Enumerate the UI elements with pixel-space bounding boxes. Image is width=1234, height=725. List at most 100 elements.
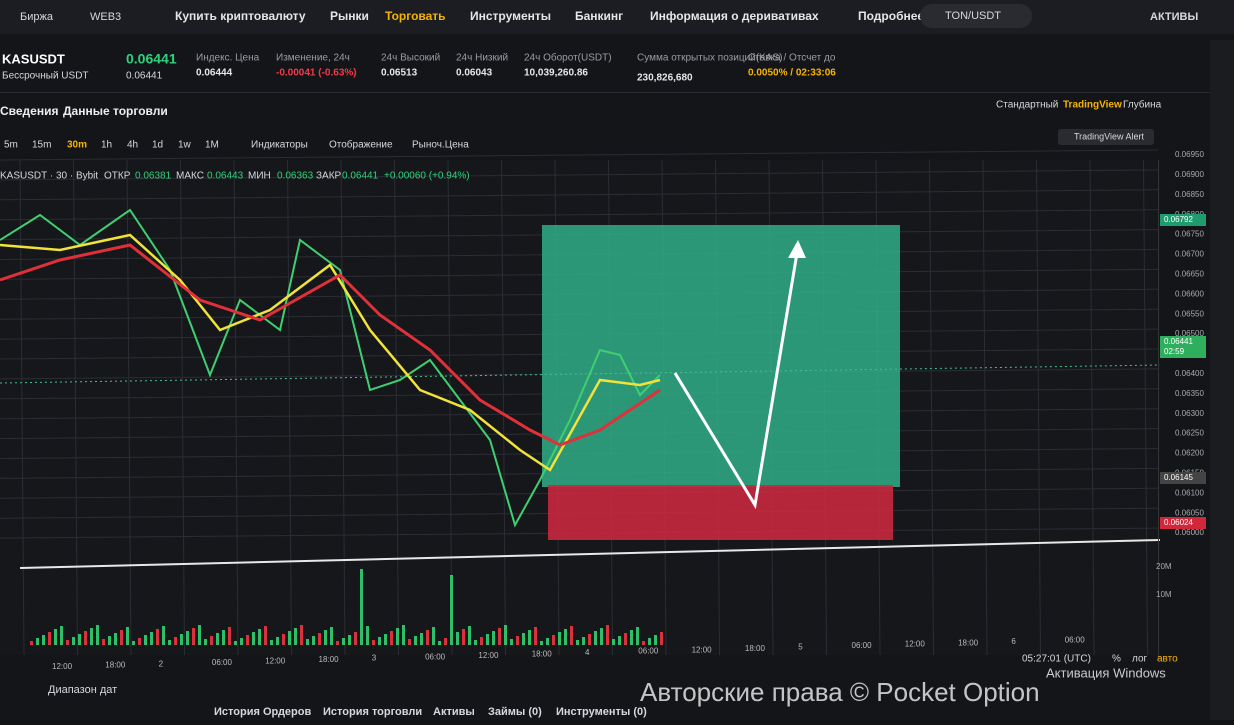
volume-bar	[384, 634, 387, 645]
toolbar-item[interactable]: Отображение	[329, 139, 393, 151]
bottom-tab[interactable]: Активы	[433, 706, 475, 718]
price-tag-text: 0.06145	[1164, 473, 1193, 482]
footer-control[interactable]: %	[1112, 654, 1121, 665]
volume-bar	[174, 637, 177, 645]
volume-bar	[486, 634, 489, 645]
ohlc-item: МИН	[248, 171, 271, 182]
alert-text[interactable]: TradingView Alert	[1074, 131, 1145, 141]
volume-bar	[114, 633, 117, 645]
stat-value: 0.06444	[196, 68, 233, 79]
grid-line	[1089, 159, 1095, 656]
time-tick: 06:00	[212, 658, 233, 667]
menu-item[interactable]: Подробнее	[858, 9, 924, 23]
toolbar-item[interactable]: 4h	[127, 140, 138, 151]
volume-bar	[564, 629, 567, 645]
volume-bar	[30, 641, 33, 645]
volume-bar	[612, 639, 615, 645]
volume-bar	[438, 641, 441, 645]
alert-button[interactable]	[1058, 129, 1154, 145]
nav-tab[interactable]: WEB3	[90, 11, 121, 23]
toolbar-item[interactable]: 1w	[178, 140, 192, 151]
menu-item[interactable]: Инструменты	[470, 9, 551, 23]
volume-bar	[48, 632, 51, 645]
time-tick: 12:00	[692, 645, 713, 654]
footer-control[interactable]: авто	[1157, 654, 1178, 665]
search-box[interactable]	[920, 4, 1032, 28]
volume-bar	[36, 638, 39, 645]
volume-bar	[264, 626, 267, 645]
bottom-tab[interactable]: История Ордеров	[214, 706, 311, 718]
grid-line	[1143, 159, 1148, 656]
volume-bar	[426, 630, 429, 645]
panel-tab[interactable]: Сведения	[0, 104, 58, 118]
price-tick: 0.06850	[1175, 190, 1204, 199]
stat-value: 230,826,680	[637, 73, 693, 84]
menu-item[interactable]: Рынки	[330, 9, 369, 23]
assets-link[interactable]: АКТИВЫ	[1150, 11, 1199, 23]
menu-item[interactable]: Информация о деривативах	[650, 9, 819, 23]
view-tab[interactable]: TradingView	[1063, 100, 1122, 111]
ohlc-item: ОТКР	[104, 171, 131, 182]
volume-bar	[66, 640, 69, 645]
grid-line	[447, 159, 453, 656]
volume-bar	[150, 632, 153, 645]
bottom-tab[interactable]: История торговли	[323, 706, 422, 718]
toolbar-item[interactable]: Рыноч.Цена	[412, 140, 469, 151]
watermark: Авторские права © Pocket Option	[640, 677, 1040, 707]
price-tick: 0.06900	[1175, 170, 1204, 179]
bottom-tab[interactable]: Займы (0)	[488, 706, 542, 718]
grid-line	[340, 159, 346, 656]
price-tick: 0.06200	[1175, 449, 1204, 458]
price-tick: 0.06950	[1175, 150, 1204, 159]
volume-bar	[540, 641, 543, 645]
bottom-tab[interactable]: Инструменты (0)	[556, 706, 647, 718]
price-tag-text: 0.06024	[1164, 518, 1193, 527]
price-tick: 0.06750	[1175, 230, 1204, 239]
arrow-head	[788, 240, 806, 258]
stat-label: 24ч Оборот(USDT)	[524, 52, 612, 64]
menu-item[interactable]: Купить криптовалюту	[175, 9, 306, 23]
grid-line	[287, 159, 292, 656]
volume-bar	[546, 638, 549, 645]
time-tick: 18:00	[105, 661, 126, 670]
toolbar-item[interactable]: 5m	[4, 140, 18, 151]
search-text[interactable]: TON/USDT	[945, 10, 1001, 22]
date-range[interactable]: Диапазон дат	[48, 684, 117, 696]
volume-bar	[132, 641, 135, 645]
ohlc-item: 0.06363	[277, 171, 314, 182]
volume-bar	[162, 626, 165, 645]
price-tag-text: 0.06441	[1164, 337, 1193, 346]
menu-item[interactable]: Торговать	[385, 9, 446, 23]
volume-bar	[570, 626, 573, 645]
volume-bar	[588, 634, 591, 645]
volume-bar	[300, 625, 303, 645]
volume-bar	[456, 632, 459, 645]
stat-value: 0.0050% / 02:33:06	[748, 68, 836, 79]
price-tick: 0.06600	[1175, 289, 1204, 298]
toolbar-item[interactable]: 1h	[101, 140, 112, 151]
view-tab[interactable]: Стандартный	[996, 100, 1058, 111]
footer-control[interactable]: лог	[1132, 654, 1148, 665]
volume-bar	[60, 626, 63, 645]
toolbar-item[interactable]: 1M	[205, 140, 219, 151]
price-tick: 0.06000	[1175, 528, 1204, 537]
time-tick: 06:00	[638, 647, 659, 656]
panel-tab[interactable]: Данные торговли	[63, 104, 168, 118]
volume-bar	[108, 636, 111, 645]
volume-bar	[228, 627, 231, 645]
volume-bar	[78, 634, 81, 645]
toolbar-item[interactable]: 1d	[152, 140, 163, 151]
volume-bar	[306, 639, 309, 645]
time-tick: 6	[1011, 637, 1016, 646]
toolbar-item[interactable]: Индикаторы	[251, 140, 308, 151]
nav-tab[interactable]: Биржа	[20, 11, 54, 23]
volume-bar	[420, 633, 423, 645]
volume-bar	[492, 631, 495, 645]
toolbar-item[interactable]: 15m	[32, 140, 51, 151]
time-tick: 3	[372, 654, 377, 663]
grid-line	[929, 159, 934, 656]
view-tab[interactable]: Глубина	[1123, 99, 1162, 111]
toolbar-item[interactable]: 30m	[67, 140, 87, 151]
menu-item[interactable]: Банкинг	[575, 9, 623, 23]
